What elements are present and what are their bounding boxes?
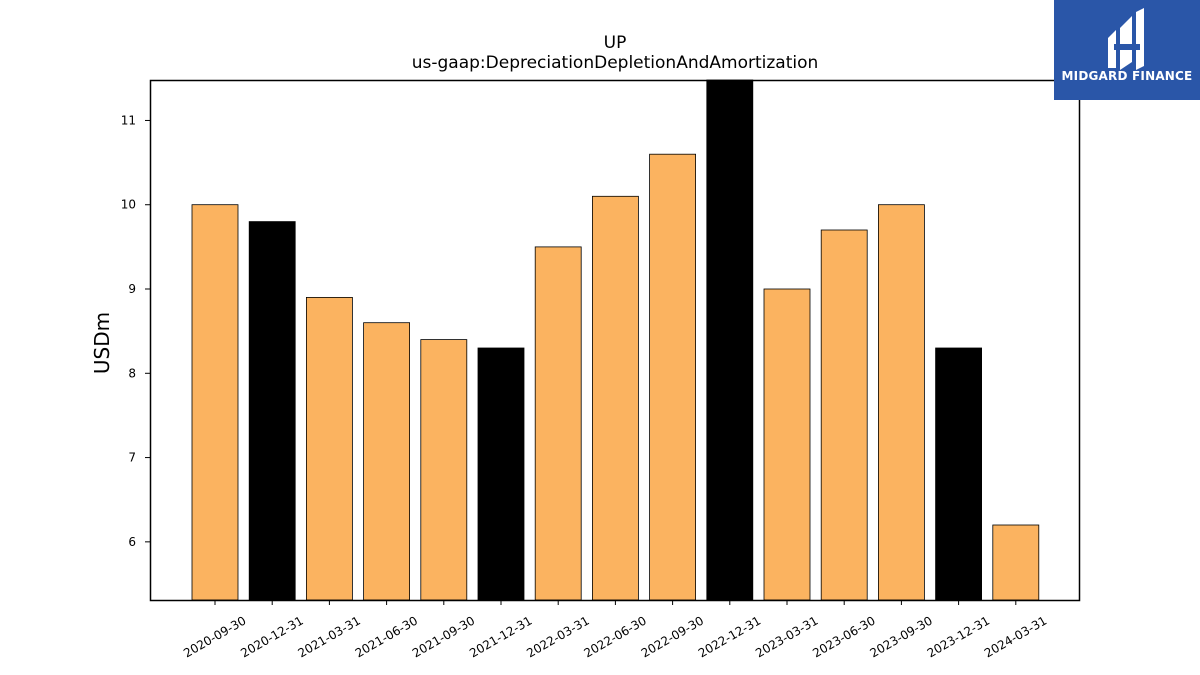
y-tick-label: 6 bbox=[128, 535, 136, 549]
brand-logo: MIDGARD FINANCE bbox=[1054, 0, 1200, 100]
bar-2021-09-30 bbox=[420, 339, 468, 601]
x-tick-label: 2023-12-31 bbox=[925, 613, 992, 660]
bar-2020-09-30 bbox=[191, 204, 239, 601]
bar-2022-09-30 bbox=[649, 153, 696, 601]
x-tick-label: 2021-06-30 bbox=[353, 613, 420, 660]
y-tick-label: 8 bbox=[128, 366, 136, 380]
bar-2023-09-30 bbox=[878, 204, 925, 601]
y-axis-ticks: 6 7 8 9 10 11 bbox=[121, 113, 150, 549]
x-tick-label: 2023-03-31 bbox=[753, 613, 820, 660]
y-tick-label: 10 bbox=[121, 198, 136, 212]
bar-2021-12-31 bbox=[477, 347, 525, 601]
bar-2021-03-31 bbox=[305, 296, 353, 601]
bar-2022-12-31 bbox=[706, 79, 754, 601]
x-tick-label: 2022-06-30 bbox=[581, 613, 648, 660]
chart-title: UP bbox=[604, 33, 627, 53]
brand-name: MIDGARD FINANCE bbox=[1061, 69, 1193, 83]
bar-2021-06-30 bbox=[363, 322, 411, 601]
bars-group bbox=[191, 79, 1040, 601]
x-tick-label: 2022-03-31 bbox=[524, 613, 591, 660]
x-tick-label: 2021-09-30 bbox=[410, 613, 477, 660]
x-tick-label: 2021-03-31 bbox=[295, 613, 362, 660]
x-tick-label: 2021-12-31 bbox=[467, 613, 534, 660]
x-tick-label: 2020-09-30 bbox=[181, 613, 248, 660]
x-tick-label: 2022-12-31 bbox=[696, 613, 763, 660]
y-axis-label: USDm bbox=[90, 312, 114, 374]
chart-subtitle: us-gaap:DepreciationDepletionAndAmortiza… bbox=[412, 53, 819, 73]
bar-2024-03-31 bbox=[992, 524, 1040, 601]
x-tick-label: 2023-06-30 bbox=[810, 613, 877, 660]
bar-2022-03-31 bbox=[534, 246, 582, 601]
bar-2023-03-31 bbox=[763, 288, 811, 601]
bar-2022-06-30 bbox=[592, 195, 639, 601]
x-tick-label: 2023-09-30 bbox=[867, 613, 934, 660]
bar-2020-12-31 bbox=[248, 221, 296, 601]
y-tick-label: 9 bbox=[128, 282, 136, 296]
x-tick-label: 2022-09-30 bbox=[639, 613, 706, 660]
y-tick-label: 7 bbox=[128, 451, 136, 465]
x-tick-label: 2024-03-31 bbox=[982, 613, 1049, 660]
plot-frame bbox=[149, 79, 1081, 602]
bar-2023-12-31 bbox=[935, 347, 982, 601]
bar-2023-06-30 bbox=[820, 229, 868, 601]
x-axis-ticks: 2020-09-302020-12-312021-03-312021-06-30… bbox=[181, 600, 1049, 660]
x-tick-label: 2020-12-31 bbox=[238, 613, 305, 660]
y-tick-label: 11 bbox=[121, 113, 136, 127]
midgard-logo-icon bbox=[1108, 8, 1144, 70]
